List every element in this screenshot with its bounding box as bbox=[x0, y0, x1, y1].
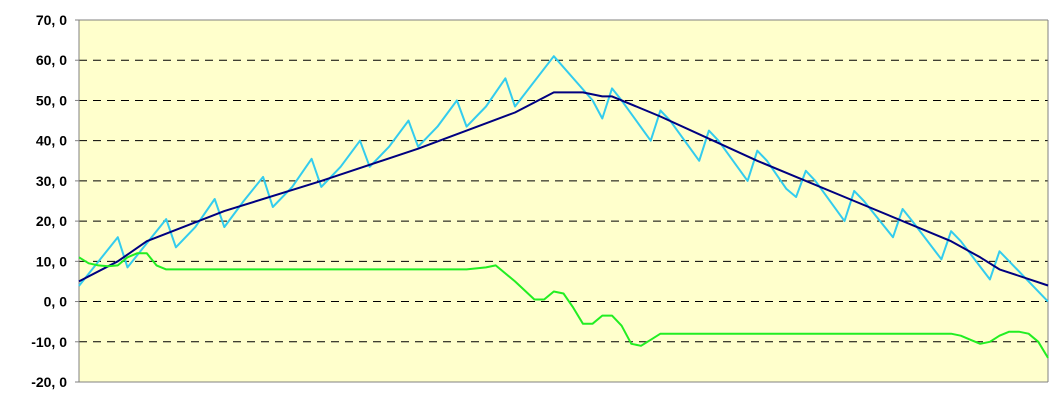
axes bbox=[78, 19, 1049, 383]
y-tick-label: -20, 0 bbox=[31, 374, 67, 390]
y-tick-label: 0, 0 bbox=[44, 294, 68, 310]
plot-area bbox=[79, 20, 1048, 382]
y-tick-label: -10, 0 bbox=[31, 334, 67, 350]
y-tick-label: 30, 0 bbox=[36, 173, 67, 189]
grid-lines bbox=[79, 59, 1048, 343]
y-tick-label: 10, 0 bbox=[36, 253, 67, 269]
y-tick-label: 40, 0 bbox=[36, 133, 67, 149]
y-tick-label: 60, 0 bbox=[36, 52, 67, 68]
series-line-3 bbox=[78, 252, 1049, 359]
series-line-2 bbox=[78, 91, 1049, 287]
y-tick-label: 70, 0 bbox=[36, 12, 67, 28]
y-axis-tick-labels: 70, 0 60, 0 50, 0 40, 0 30, 0 20, 0 10, 0 0, 0 -… bbox=[31, 12, 79, 390]
y-tick-label: 50, 0 bbox=[36, 92, 67, 108]
series-lines bbox=[78, 55, 1049, 359]
series-line-1 bbox=[78, 55, 1049, 303]
y-tick-label: 20, 0 bbox=[36, 213, 67, 229]
